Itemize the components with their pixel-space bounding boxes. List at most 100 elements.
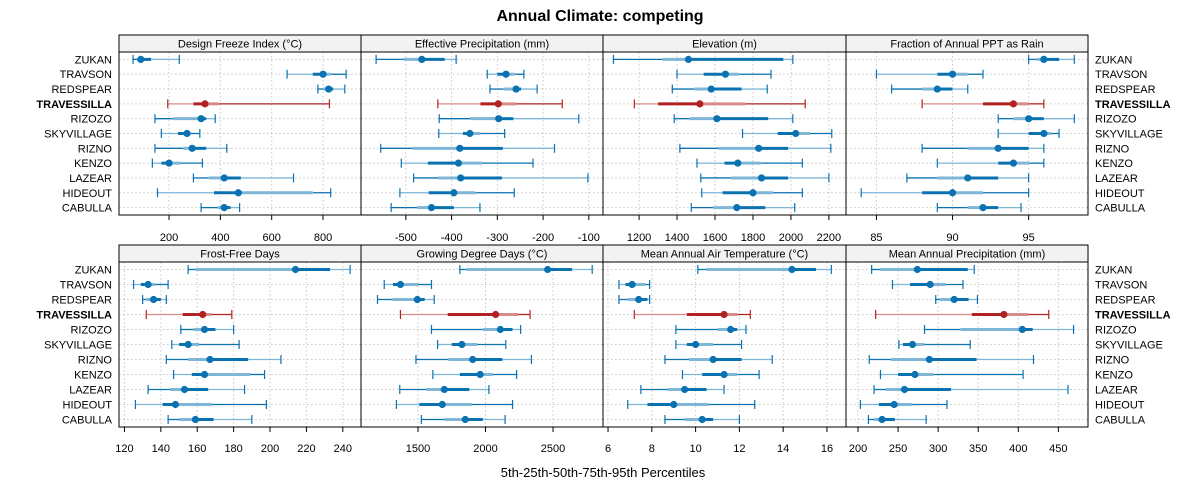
row-label-right: TRAVESSILLA (1095, 99, 1171, 111)
percentile-mark-hideout (860, 188, 1030, 198)
percentile-mark-cabulla (936, 203, 1022, 213)
x-tick-label: 90 (946, 232, 958, 244)
median-point (925, 355, 933, 364)
row-label-left: ZUKAN (75, 54, 112, 66)
panel-border (845, 261, 1089, 428)
row-label-left: HIDEOUT (63, 400, 113, 412)
percentile-mark-hideout (134, 400, 267, 409)
percentile-mark-hideout (399, 188, 515, 198)
median-point (544, 265, 552, 274)
median-point (1000, 310, 1008, 319)
row-label-left: REDSPEAR (51, 84, 112, 96)
x-tick-label: 1200 (627, 232, 651, 244)
row-label-right: LAZEAR (1095, 173, 1138, 185)
percentile-mark-travson (676, 69, 772, 79)
median-point (476, 370, 484, 379)
median-point (964, 174, 972, 182)
x-tick-label: 220 (297, 443, 315, 455)
panel-0: Design Freeze Index (°C) 200 400 600 800 (118, 34, 362, 244)
x-tick-label: 12 (733, 443, 745, 455)
x-tick-label: -100 (578, 232, 600, 244)
percentile-mark-hideout (627, 400, 756, 409)
percentile-mark-redspear (489, 84, 538, 94)
median-point (755, 144, 763, 152)
percentile-mark-rizno (664, 355, 773, 364)
median-point (908, 340, 917, 349)
percentile-mark-zukan (375, 54, 457, 64)
percentile-mark-travessilla (437, 99, 563, 109)
median-point (220, 203, 228, 212)
percentile-mark-rizno (868, 355, 1035, 364)
percentile-mark-rizno (380, 143, 556, 153)
percentile-mark-rizozo (430, 325, 522, 334)
chart-title: Annual Climate: competing (496, 8, 703, 25)
percentile-mark-cabulla (690, 203, 796, 213)
x-tick-label: -500 (395, 232, 417, 244)
median-point (201, 100, 209, 108)
x-axis-label: 5th-25th-50th-75th-95th Percentiles (501, 465, 706, 480)
median-point (727, 325, 735, 334)
median-point (692, 340, 700, 349)
percentile-mark-travson (875, 69, 984, 79)
percentile-mark-redspear (891, 84, 969, 94)
percentile-mark-kenzo (400, 158, 534, 168)
percentile-mark-travessilla (633, 99, 806, 109)
percentile-mark-skyvillage (160, 129, 201, 138)
median-point (792, 129, 800, 138)
percentile-mark-hideout (395, 400, 514, 409)
row-label-left: KENZO (74, 370, 112, 382)
median-point (628, 280, 636, 289)
row-label-right: CABULLA (1095, 203, 1146, 215)
percentile-mark-travson (891, 280, 964, 289)
percentile-mark-cabulla (420, 415, 506, 424)
row-label-left: SKYVILLAGE (44, 340, 112, 352)
percentile-mark-kenzo (879, 370, 1024, 379)
percentile-mark-cabulla (167, 415, 253, 424)
median-point (200, 370, 209, 379)
median-point (454, 159, 463, 167)
x-tick-label: 10 (689, 443, 701, 455)
median-point (492, 310, 500, 319)
median-point (440, 385, 448, 394)
percentile-mark-travessilla (167, 99, 331, 109)
panel-5: Growing Degree Days (°C) 1500 2000 2500 (360, 244, 604, 455)
row-label-left: TRAVSON (60, 280, 112, 292)
percentile-mark-skyvillage (898, 340, 971, 349)
median-point (206, 355, 214, 364)
median-point (890, 400, 898, 409)
row-label-right: ZUKAN (1095, 54, 1132, 66)
median-point (1040, 129, 1048, 138)
panel-title: Effective Precipitation (mm) (415, 39, 549, 51)
median-point (200, 325, 209, 334)
percentile-mark-lazear (873, 385, 1069, 394)
x-tick-label: 240 (334, 443, 352, 455)
percentile-mark-rizozo (997, 114, 1075, 124)
x-tick-label: 1800 (741, 232, 765, 244)
x-tick-label: 160 (188, 443, 206, 455)
median-point (396, 280, 405, 289)
panel-6: Mean Annual Air Temperature (°C) 6 8 10 12 14… (602, 244, 847, 455)
percentile-mark-travson (618, 280, 651, 289)
median-point (188, 144, 196, 152)
row-label-right: HIDEOUT (1095, 400, 1145, 412)
median-point (469, 355, 477, 364)
row-label-right: SKYVILLAGE (1095, 340, 1163, 352)
median-point (418, 55, 426, 64)
percentile-mark-redspear (935, 295, 979, 304)
median-point (926, 280, 934, 289)
row-label-right: REDSPEAR (1095, 84, 1156, 96)
percentile-mark-redspear (142, 295, 167, 304)
percentile-mark-travessilla (633, 310, 751, 319)
row-label-left: TRAVESSILLA (36, 310, 112, 322)
x-tick-label: 300 (929, 443, 947, 455)
x-tick-label: 2200 (817, 232, 841, 244)
percentile-mark-rizozo (438, 114, 580, 124)
median-point (144, 280, 152, 289)
percentile-mark-rizozo (923, 325, 1075, 334)
panel-title: Frost-Free Days (200, 249, 280, 261)
x-tick-label: 1400 (665, 232, 689, 244)
percentile-mark-lazear (399, 385, 490, 394)
median-point (720, 370, 728, 379)
median-point (502, 70, 510, 78)
